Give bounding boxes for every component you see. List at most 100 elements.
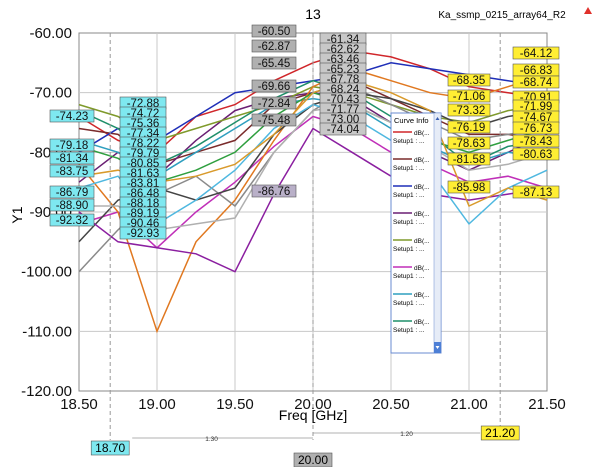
- legend-entry-name: dB(...: [414, 265, 430, 272]
- series-line-12: [78, 127, 548, 273]
- marker-m1-14-value: -92.93: [127, 228, 160, 240]
- marker-right-6-value: -74.67: [520, 112, 553, 124]
- legend-entry-name: dB(...: [414, 130, 430, 137]
- marker-left-6: -88.90: [49, 198, 95, 212]
- x-axis-label: Freq [GHz]: [279, 407, 347, 423]
- marker-right-3-value: -68.74: [520, 77, 553, 89]
- marker-left-1: -74.23: [49, 109, 95, 123]
- marker-mid-right-2-value: -71.06: [453, 91, 486, 103]
- marker-m2-3: -65.45: [251, 56, 297, 70]
- marker-delta-bar: 1.30 1.20 18.70 20.00 21.20: [90, 425, 520, 467]
- marker-x-m2[interactable]: 20.00: [293, 452, 333, 467]
- marker-right-7-bg: [512, 121, 560, 135]
- marker-right-2-value: -66.83: [520, 65, 553, 77]
- marker-left-2-value: -79.18: [56, 140, 89, 152]
- marker-m2-data-10: -74.04: [319, 122, 367, 136]
- marker-m2-7-bg: [251, 184, 297, 198]
- marker-x-m1[interactable]: 18.70: [90, 440, 130, 456]
- legend-entry[interactable]: dB(...Setup1 : ...: [393, 211, 430, 226]
- marker-right-9-value: -80.63: [520, 149, 553, 161]
- legend-entry[interactable]: dB(...Setup1 : ...: [393, 157, 430, 172]
- marker-lines[interactable]: [109, 33, 501, 440]
- marker-x-m1-value: 18.70: [95, 441, 125, 455]
- legend-entry[interactable]: dB(...Setup1 : ...: [393, 292, 430, 307]
- legend-entry[interactable]: dB(...Setup1 : ...: [393, 319, 430, 334]
- marker-m2-1-value: -60.50: [258, 26, 291, 38]
- legend-entry-setup: Setup1 : ...: [393, 327, 425, 334]
- marker-labels: -74.23 -79.18-81.34-83.75 -86.79-88.90 -92.…: [49, 24, 560, 240]
- x-tick-label: 20.50: [372, 396, 410, 413]
- marker-right-1-bg: [512, 46, 560, 60]
- legend-entry[interactable]: dB(...Setup1 : ...: [393, 130, 430, 145]
- marker-right-9: -80.63: [512, 147, 560, 161]
- legend-entry-setup: Setup1 : ...: [393, 300, 425, 307]
- x-tick-label: 18.50: [60, 396, 98, 413]
- marker-m2-7: -86.76: [251, 184, 297, 198]
- legend-entry[interactable]: dB(...Setup1 : ...: [393, 238, 430, 253]
- warning-icon[interactable]: [584, 7, 592, 14]
- marker-m2-data-10-bg: [319, 122, 367, 136]
- legend-entry[interactable]: dB(...Setup1 : ...: [393, 265, 430, 280]
- marker-mid-right-1: -68.35: [447, 73, 491, 87]
- marker-m2-3-value: -65.45: [258, 58, 291, 70]
- marker-mid-right-5-bg: [447, 136, 491, 150]
- marker-left-6-bg: [49, 198, 95, 212]
- marker-left-5: -86.79: [49, 185, 95, 199]
- marker-left-1-value: -74.23: [56, 111, 89, 123]
- marker-m2-4-value: -69.66: [258, 81, 291, 93]
- marker-right-10: -87.13: [512, 185, 560, 199]
- y-tick-label: -70.00: [29, 85, 72, 102]
- marker-x-m3[interactable]: 21.20: [480, 425, 520, 441]
- marker-m2-6: -75.48: [251, 113, 297, 127]
- marker-left-4-value: -83.75: [56, 166, 89, 178]
- marker-right-3-bg: [512, 75, 560, 89]
- legend-entry-setup: Setup1 : ...: [393, 192, 425, 199]
- y-tick-label: -120.00: [21, 383, 72, 400]
- x-tick-label: 19.00: [138, 396, 176, 413]
- curve-info-legend[interactable]: Curve Info dB(...Setup1 : ...dB(...Setup…: [390, 112, 442, 354]
- legend-entry[interactable]: dB(...Setup1 : ...: [393, 184, 430, 199]
- legend-entry-setup: Setup1 : ...: [393, 219, 425, 226]
- scroll-up-icon[interactable]: [435, 117, 440, 120]
- marker-mid-right-5-value: -78.63: [453, 138, 486, 150]
- legend-scrollbar[interactable]: [433, 112, 442, 354]
- x-tick-labels: 18.50 19.00 19.50 20.00 20.50 21.00 21.50: [60, 396, 566, 413]
- legend-entry-name: dB(...: [414, 238, 430, 245]
- plot-number: 13: [305, 6, 321, 22]
- marker-mid-right-6-value: -81.58: [453, 154, 486, 166]
- marker-mid-right-7: -85.98: [447, 180, 491, 194]
- marker-mid-right-7-bg: [447, 180, 491, 194]
- legend-entries: dB(...Setup1 : ...dB(...Setup1 : ...dB(.…: [393, 130, 430, 334]
- marker-mid-right-2: -71.06: [447, 89, 491, 103]
- marker-m2-2-bg: [251, 39, 297, 53]
- legend-box: [390, 112, 442, 354]
- marker-x-m3-value: 21.20: [485, 426, 515, 440]
- marker-left-6-value: -88.90: [56, 200, 89, 212]
- marker-m2-5-value: -72.84: [258, 98, 291, 110]
- marker-m2-6-value: -75.48: [258, 115, 291, 127]
- marker-mid-right-4: -76.19: [447, 120, 491, 134]
- marker-m2-4-bg: [251, 79, 297, 93]
- marker-left-3: -81.34: [49, 151, 95, 165]
- marker-mid-right-6-bg: [447, 152, 491, 166]
- marker-left-5-value: -86.79: [56, 187, 89, 199]
- marker-mid-right-4-bg: [447, 120, 491, 134]
- legend-entry-setup: Setup1 : ...: [393, 273, 425, 280]
- marker-mid-right-6: -81.58: [447, 152, 491, 166]
- marker-left-1-bg: [49, 109, 95, 123]
- marker-m2-2: -62.87: [251, 39, 297, 53]
- marker-m2-2-value: -62.87: [258, 41, 291, 53]
- marker-right-5: -71.99: [512, 99, 560, 113]
- x-tick-label: 21.00: [450, 396, 488, 413]
- marker-mid-right-1-value: -68.35: [453, 75, 486, 87]
- marker-mid-right-3: -73.32: [447, 103, 491, 117]
- marker-right-5-value: -71.99: [520, 101, 553, 113]
- marker-m1-14-bg: [119, 226, 167, 240]
- marker-left-3-bg: [49, 151, 95, 165]
- marker-m2-1: -60.50: [251, 24, 297, 38]
- scroll-down-icon[interactable]: [435, 346, 440, 349]
- marker-m2-4: -69.66: [251, 79, 297, 93]
- marker-x-m1-bg: [90, 440, 130, 456]
- marker-m1-14: -92.93: [119, 226, 167, 240]
- marker-left-3-value: -81.34: [56, 153, 89, 165]
